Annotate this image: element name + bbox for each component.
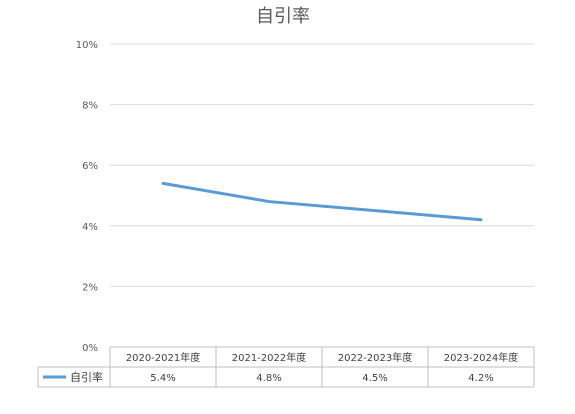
data-value-cell: 4.5% bbox=[362, 373, 387, 384]
y-tick-label: 10% bbox=[76, 40, 98, 51]
data-table: 2020-2021年度 2021-2022年度 2022-2023年度 2023-20… bbox=[37, 346, 535, 388]
y-tick-label: 0% bbox=[82, 343, 98, 354]
gridlines bbox=[110, 43, 534, 287]
chart-title: 自引率 bbox=[256, 6, 310, 27]
data-value-cell: 4.2% bbox=[468, 373, 493, 384]
series-line bbox=[161, 181, 483, 222]
x-category-label: 2022-2023年度 bbox=[338, 351, 413, 364]
y-axis-ticks: 0% 2% 4% 6% 8% 10% bbox=[76, 40, 98, 354]
series-lines bbox=[161, 181, 483, 222]
y-tick-label: 8% bbox=[82, 101, 98, 112]
y-tick-label: 4% bbox=[82, 222, 98, 233]
legend-series-name: 自引率 bbox=[70, 370, 103, 384]
x-category-label: 2021-2022年度 bbox=[232, 351, 307, 364]
x-category-label: 2023-2024年度 bbox=[444, 351, 519, 364]
y-tick-label: 2% bbox=[82, 282, 98, 293]
x-category-label: 2020-2021年度 bbox=[126, 351, 201, 364]
data-value-cell: 5.4% bbox=[150, 373, 175, 384]
data-value-cell: 4.8% bbox=[256, 373, 281, 384]
y-tick-label: 6% bbox=[82, 161, 98, 172]
